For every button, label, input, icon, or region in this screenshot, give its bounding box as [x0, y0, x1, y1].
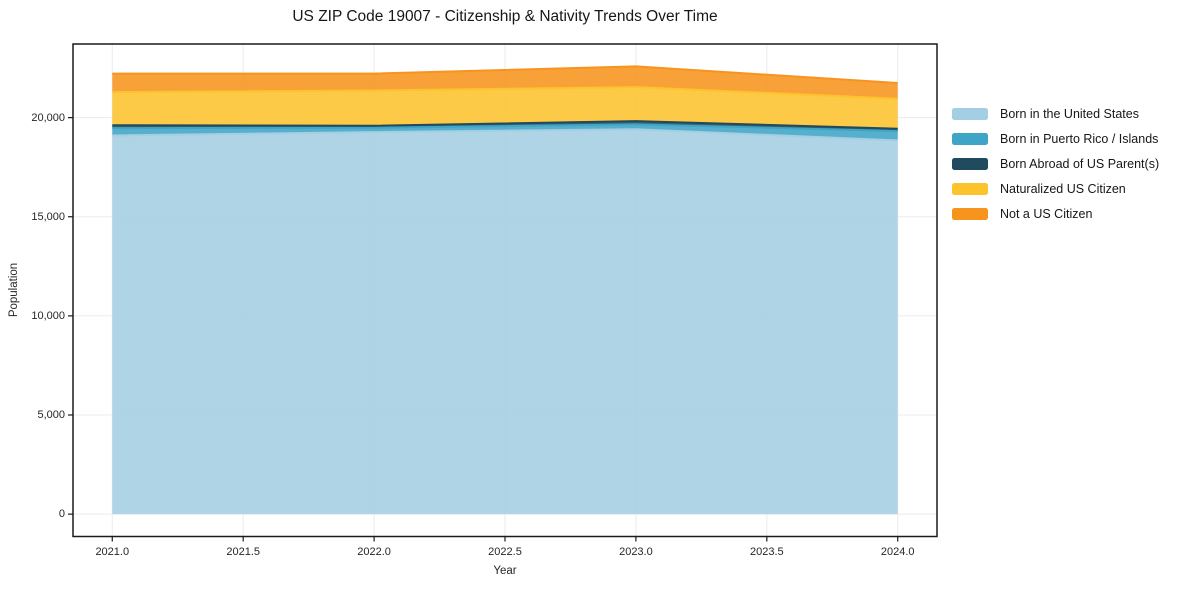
legend-label: Not a US Citizen: [1000, 206, 1093, 221]
x-tick-label: 2021.5: [226, 545, 260, 558]
area-edge-line: [112, 128, 898, 142]
legend-row: Not a US Citizen: [952, 201, 1159, 226]
y-tick-label: 10,000: [31, 309, 65, 322]
area-edge-line: [112, 123, 898, 133]
legend-label: Born in the United States: [1000, 106, 1139, 121]
x-tick-label: 2023.5: [749, 545, 784, 558]
legend-row: Born in the United States: [952, 101, 1159, 126]
legend-row: Born in Puerto Rico / Islands: [952, 126, 1159, 151]
legend-swatch: [952, 107, 988, 120]
area-series: [112, 87, 898, 129]
y-tick-label: 20,000: [31, 111, 65, 124]
x-tick-label: 2022.5: [488, 545, 522, 558]
y-tick-label: 15,000: [31, 210, 65, 223]
area-edge-line: [112, 65, 898, 84]
legend-swatch: [952, 157, 988, 170]
legend-swatch: [952, 132, 988, 145]
legend-label: Born Abroad of US Parent(s): [1000, 156, 1160, 171]
legend-row: Naturalized US Citizen: [952, 176, 1159, 201]
area-series: [112, 129, 898, 515]
legend-label: Born in Puerto Rico / Islands: [1000, 131, 1159, 146]
legend-swatch: [952, 207, 988, 220]
x-tick-label: 2021.0: [95, 545, 130, 558]
x-axis-label: Year: [493, 565, 517, 577]
legend: Born in the United States Born in Puerto …: [952, 101, 1159, 226]
area-edge-line: [112, 86, 898, 100]
y-tick-label: 0: [58, 508, 65, 521]
x-tick-label: 2023.0: [619, 545, 653, 558]
area-edge-line: [112, 120, 898, 130]
x-tick-label: 2022.0: [357, 545, 391, 558]
y-tick-label: 5,000: [37, 408, 65, 421]
legend-row: Born Abroad of US Parent(s): [952, 151, 1159, 176]
legend-label: Naturalized US Citizen: [1000, 181, 1126, 196]
x-tick-label: 2024.0: [880, 545, 915, 558]
legend-swatch: [952, 182, 988, 195]
plot-border: [72, 43, 938, 538]
chart-title: US ZIP Code 19007 - Citizenship & Nativi…: [292, 8, 718, 25]
